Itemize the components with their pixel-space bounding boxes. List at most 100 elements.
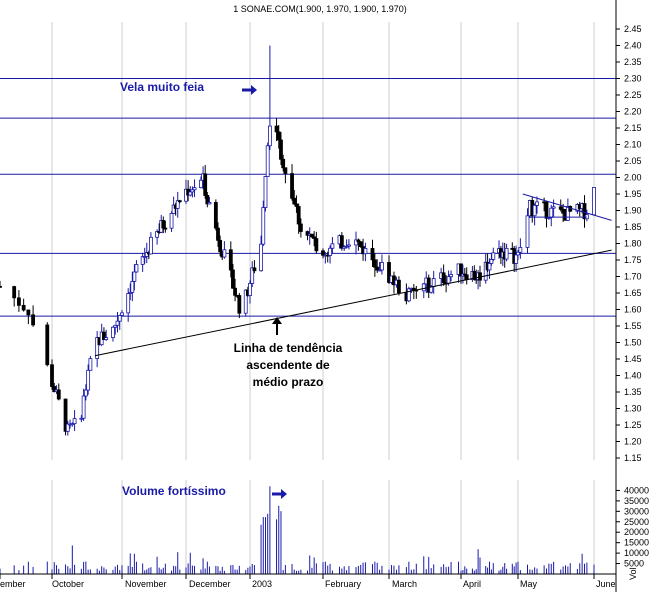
candle-body xyxy=(205,195,210,205)
candle-body xyxy=(449,274,453,278)
y-tick-label: 2.35 xyxy=(624,57,642,67)
candle-body xyxy=(518,247,523,253)
y-tick-label: 1.75 xyxy=(624,255,642,265)
candle-body xyxy=(52,386,57,393)
candle-body xyxy=(565,206,570,221)
candle-body xyxy=(377,269,382,272)
candle-body xyxy=(582,203,587,220)
candle-body xyxy=(305,231,310,236)
y-tick-label: 2.30 xyxy=(624,74,642,84)
candle-body xyxy=(17,297,21,306)
trend-lines xyxy=(94,193,612,357)
candle-body xyxy=(81,395,86,419)
annotation-vela: Vela muito feia xyxy=(120,80,204,94)
candle-body xyxy=(516,251,520,256)
candle-body xyxy=(296,206,301,225)
candle-body xyxy=(140,256,145,265)
volume-tick-label: 25000 xyxy=(624,517,649,527)
y-tick-label: 1.35 xyxy=(624,387,642,397)
candle-body xyxy=(21,304,26,311)
candle-body xyxy=(406,288,411,302)
candle-body xyxy=(549,207,554,218)
candle-body xyxy=(104,337,109,340)
candle-body xyxy=(397,279,401,294)
candle-body xyxy=(228,249,233,271)
candle-body xyxy=(558,206,563,210)
candle-body xyxy=(387,262,391,283)
candle-body xyxy=(188,191,193,196)
candle-body xyxy=(50,364,54,387)
y-tick-label: 2.15 xyxy=(624,123,642,133)
candle-body xyxy=(489,258,494,264)
candle-body xyxy=(250,267,255,284)
x-tick-label: April xyxy=(463,579,481,589)
candle-body xyxy=(70,423,75,426)
candle-body xyxy=(261,207,266,245)
candle-body xyxy=(347,244,351,247)
y-tick-label: 1.50 xyxy=(624,338,642,348)
candle-body xyxy=(0,285,2,288)
candle-body xyxy=(491,252,496,260)
candle-body xyxy=(294,203,299,207)
candle-body xyxy=(268,125,272,147)
candle-body xyxy=(192,187,197,191)
volume-axis-label: Vol xyxy=(628,567,638,580)
candle-body xyxy=(161,220,166,229)
candle-body xyxy=(504,247,509,260)
candle-body xyxy=(344,245,349,248)
candle-body xyxy=(231,269,235,289)
axes: 2.45 2.40 2.35 2.30 2.25 2.20 2.15 2.10 2.05 2.00… xyxy=(0,0,649,592)
y-tick-label: 2.00 xyxy=(624,173,642,183)
grid xyxy=(51,22,595,574)
x-tick-label: May xyxy=(520,579,538,589)
candle-body xyxy=(134,264,139,273)
x-tick-label: 2003 xyxy=(252,579,272,589)
chart-title: 1 SONAE.COM(1.900, 1.970, 1.900, 1.970) xyxy=(233,4,407,14)
candle-body xyxy=(95,337,100,359)
candle-body xyxy=(525,215,530,248)
candle-body xyxy=(79,417,84,420)
y-tick-label: 2.05 xyxy=(624,156,642,166)
y-tick-label: 1.90 xyxy=(624,206,642,216)
x-tick-label: ember xyxy=(0,579,26,589)
candle-body xyxy=(259,243,263,272)
candle-body xyxy=(544,201,549,219)
candle-body xyxy=(155,231,159,238)
candle-body xyxy=(237,295,242,314)
y-tick-label: 1.70 xyxy=(624,272,642,282)
annotation-trend-3: médio prazo xyxy=(253,375,324,389)
candle-body xyxy=(45,324,50,366)
candle-body xyxy=(292,197,297,205)
candle-body xyxy=(411,287,416,291)
candle-body xyxy=(199,179,203,188)
candle-body xyxy=(252,267,257,272)
candle-body xyxy=(358,241,363,248)
candle-body xyxy=(111,326,115,339)
candle-body xyxy=(175,200,180,209)
candle-body xyxy=(298,223,303,232)
volume-tick-label: 10000 xyxy=(624,548,649,558)
candle-body xyxy=(144,252,149,257)
candle-body xyxy=(72,418,77,425)
candle-body xyxy=(132,271,137,282)
arrow-up-icon xyxy=(272,317,282,335)
candle-body xyxy=(115,320,120,326)
candle-body xyxy=(117,315,122,322)
candle-body xyxy=(592,186,596,216)
candle-body xyxy=(171,204,176,214)
y-tick-label: 1.45 xyxy=(624,354,642,364)
y-tick-label: 2.40 xyxy=(624,41,642,51)
volume-tick-label: 15000 xyxy=(624,538,649,548)
candle-body xyxy=(330,243,335,249)
candle-body xyxy=(88,358,93,371)
y-tick-label: 1.30 xyxy=(624,404,642,414)
candle-body xyxy=(281,158,286,169)
candle-body xyxy=(279,139,283,160)
candle-body xyxy=(263,176,268,208)
arrow-right-icon xyxy=(272,489,287,499)
triangle-upper-line xyxy=(522,193,612,221)
x-tick-label: October xyxy=(52,579,84,589)
candle-body xyxy=(248,283,252,296)
candle-body xyxy=(86,369,91,391)
